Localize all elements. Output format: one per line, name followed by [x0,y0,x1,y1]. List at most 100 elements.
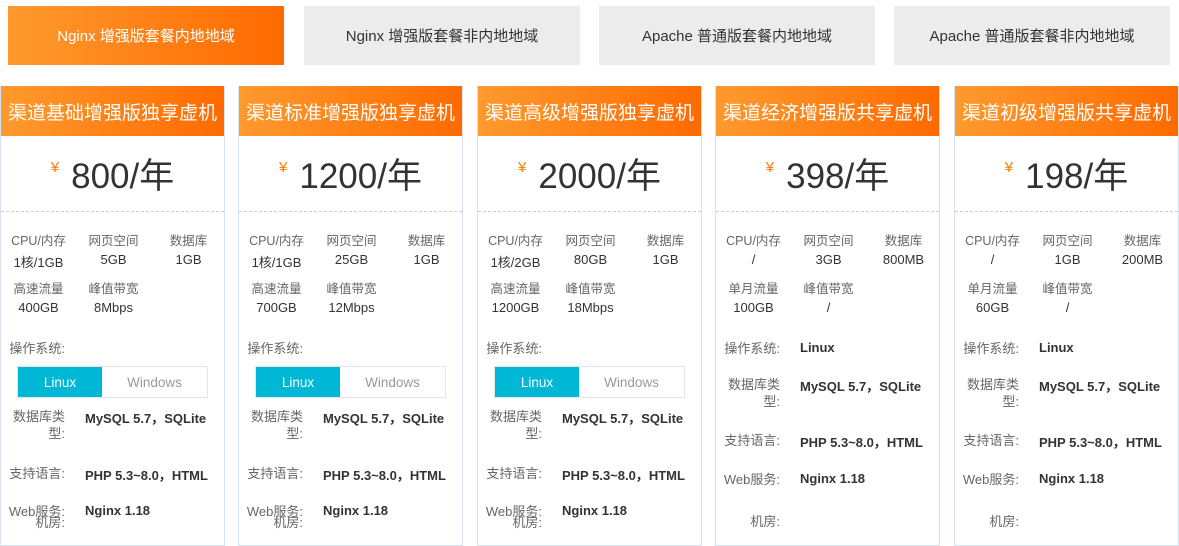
os-option-windows[interactable]: Windows [365,374,420,390]
os-option-windows[interactable]: Windows [127,374,182,390]
tab-1[interactable]: Nginx 增强版套餐内地地域 [8,6,284,65]
spec-item: CPU/内存 1核/1GB [239,230,314,274]
spec-item: 峰值带宽 / [1030,278,1105,322]
spec-label: 数据库 [169,234,208,248]
spec-value: / [826,300,831,315]
spec-value: / [990,252,995,267]
spec-label: 数据库 [884,234,923,248]
spec-value: 400GB [18,300,59,315]
spec-label: CPU/内存 [11,234,66,248]
spec-item: 单月流量 100GB [716,278,791,322]
info-row: 数据库类型: MySQL 5.7，SQLite [955,376,1179,410]
tab-2[interactable]: Nginx 增强版套餐非内地地域 [304,6,580,65]
info-row: Web服务: Nginx 1.18 [955,471,1179,488]
spec-label: 峰值带宽 [1042,282,1093,296]
tab-3[interactable]: Apache 普通版套餐内地地域 [599,6,875,65]
spec-item: 数据库 800MB [866,230,941,274]
spec-item: 峰值带宽 12Mbps [314,278,389,322]
info-label: 支持语言: [963,433,1019,448]
info-label: 机房: [273,515,303,530]
os-option-linux[interactable]: Linux [18,367,102,397]
spec-label: 峰值带宽 [326,282,377,296]
plan-title: 渠道经济增强版共享虚机 [716,86,939,136]
spec-grid: CPU/内存 1核/1GB 网页空间 5GB 数据库 1GB 高速流量 400GB 峰值带宽 8M… [1,212,224,322]
info-label: Web服务: [8,504,65,519]
price-value: 2000/年 [538,157,661,196]
info-label: Web服务: [485,504,542,519]
spec-item: 网页空间 5GB [76,230,151,274]
spec-item: 网页空间 1GB [1030,230,1105,274]
info-value: Nginx 1.18 [1039,471,1105,486]
info-row: 数据库类型: MySQL 5.7，SQLite [478,408,703,442]
os-option-windows[interactable]: Windows [604,374,659,390]
spec-grid: CPU/内存 / 网页空间 3GB 数据库 800MB 单月流量 100GB 峰值带宽 / [716,212,939,322]
currency-symbol: ¥ [50,159,60,176]
spec-value: 18Mbps [567,300,614,315]
info-row: 数据库类型: MySQL 5.7，SQLite [716,376,941,410]
info-label: Web服务: [962,472,1019,487]
spec-label: CPU/内存 [965,234,1020,248]
spec-value: 60GB [975,300,1010,315]
os-option-linux[interactable]: Linux [495,367,579,397]
spec-value: 8Mbps [93,300,134,315]
spec-label: 网页空间 [1042,234,1093,248]
info-label: 数据库类型: [966,377,1019,409]
info-row: Web服务: Nginx 1.18 [716,471,941,488]
spec-value: 1核/2GB [490,255,541,270]
spec-label: 数据库 [407,234,446,248]
plan-card: 渠道高级增强版独享虚机 ¥2000/年 CPU/内存 1核/2GB 网页空间 80GB 数据… [477,86,702,546]
spec-label: 单月流量 [967,282,1018,296]
tab-4[interactable]: Apache 普通版套餐非内地地域 [894,6,1170,65]
plan-title: 渠道基础增强版独享虚机 [1,86,224,136]
info-label: 数据库类型: [250,409,303,441]
info-value: MySQL 5.7，SQLite [1039,379,1161,394]
spec-value: 1200GB [491,300,540,315]
info-label: 数据库类型: [727,377,780,409]
spec-value: 100GB [733,300,774,315]
info-row: 操作系统: Linux [716,340,941,357]
spec-label: 高速流量 [251,282,302,296]
price-block: ¥1200/年 [239,136,462,212]
spec-item: CPU/内存 / [955,230,1030,274]
price-value: 398/年 [786,157,890,196]
spec-item: 数据库 1GB [628,230,703,274]
spec-label: 峰值带宽 [803,282,854,296]
spec-grid: CPU/内存 1核/2GB 网页空间 80GB 数据库 1GB 高速流量 1200GB 峰值带宽… [478,212,701,322]
spec-label: 网页空间 [326,234,377,248]
info-label: Web服务: [246,504,303,519]
info-row: 操作系统: [239,340,464,357]
info-row: Web服务: Nginx 1.18 [239,503,464,520]
spec-label: 网页空间 [565,234,616,248]
info-label: 机房: [989,514,1019,529]
info-row: 支持语言: PHP 5.3~8.0，HTML [1,465,226,484]
spec-value: 700GB [256,300,297,315]
plan-card: 渠道标准增强版独享虚机 ¥1200/年 CPU/内存 1核/1GB 网页空间 25GB 数据… [238,86,463,546]
spec-item: 数据库 1GB [151,230,226,274]
spec-item: 峰值带宽 18Mbps [553,278,628,322]
spec-item: CPU/内存 1核/1GB [1,230,76,274]
os-toggle[interactable]: Linux Windows [17,366,208,398]
os-toggle[interactable]: Linux Windows [494,366,685,398]
info-row: 数据库类型: MySQL 5.7，SQLite [239,408,464,442]
spec-label: 峰值带宽 [88,282,139,296]
os-option-linux[interactable]: Linux [256,367,340,397]
spec-value: 200MB [1121,252,1164,267]
info-row: 操作系统: [478,340,703,357]
spec-label: 峰值带宽 [565,282,616,296]
info-value: PHP 5.3~8.0，HTML [562,468,685,483]
price-value: 800/年 [71,157,175,196]
spec-item: 数据库 1GB [389,230,464,274]
os-toggle[interactable]: Linux Windows [255,366,446,398]
info-label: 数据库类型: [489,409,542,441]
spec-label: 数据库 [1123,234,1162,248]
info-row: Web服务: Nginx 1.18 [478,503,703,520]
spec-item: 网页空间 80GB [553,230,628,274]
info-row: 支持语言: PHP 5.3~8.0，HTML [478,465,703,484]
spec-item: CPU/内存 / [716,230,791,274]
info-label: 机房: [512,515,542,530]
spec-label: 网页空间 [803,234,854,248]
price-value: 1200/年 [299,157,422,196]
spec-value: 1核/1GB [13,255,64,270]
info-value: PHP 5.3~8.0，HTML [1039,435,1162,450]
info-label: 操作系统: [247,341,303,356]
